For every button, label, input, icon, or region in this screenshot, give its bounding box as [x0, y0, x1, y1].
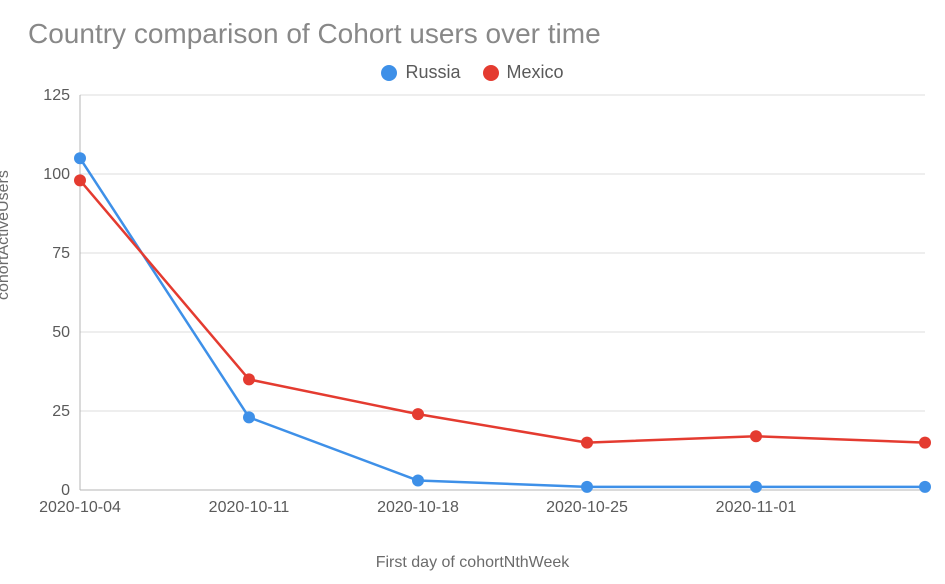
x-tick-label: 2020-10-18 — [377, 499, 459, 516]
x-axis-label: First day of cohortNthWeek — [0, 554, 945, 572]
series-marker-mexico — [581, 437, 593, 449]
series-marker-mexico — [74, 174, 86, 186]
legend-swatch-russia — [381, 65, 397, 81]
plot-svg: 0 25 50 75 100 125 2020-10-04 2020-10-11 2020-10… — [0, 0, 945, 584]
y-tick-label: 100 — [43, 166, 70, 183]
y-tick-label: 75 — [52, 245, 70, 262]
series-marker-mexico — [412, 408, 424, 420]
series-marker-russia — [750, 481, 762, 493]
series-marker-russia — [412, 475, 424, 487]
series-marker-russia — [581, 481, 593, 493]
y-tick-label: 125 — [43, 87, 70, 104]
y-tick-label: 0 — [61, 482, 70, 499]
chart-container: Country comparison of Cohort users over … — [0, 0, 945, 584]
legend-label-mexico: Mexico — [507, 62, 564, 83]
x-tick-label: 2020-10-11 — [209, 499, 290, 516]
series-marker-mexico — [243, 373, 255, 385]
y-axis-label: cohortActiveUsers — [0, 170, 13, 300]
series-marker-mexico — [750, 430, 762, 442]
series-marker-mexico — [919, 437, 931, 449]
legend-swatch-mexico — [483, 65, 499, 81]
y-tick-label: 25 — [52, 403, 70, 420]
series-marker-russia — [919, 481, 931, 493]
x-tick-label: 2020-10-25 — [546, 499, 628, 516]
x-tick-label: 2020-11-01 — [716, 499, 797, 516]
chart-title: Country comparison of Cohort users over … — [28, 18, 601, 50]
series-marker-russia — [243, 411, 255, 423]
legend-label-russia: Russia — [405, 62, 460, 83]
legend-item-russia: Russia — [381, 62, 460, 83]
series-marker-russia — [74, 152, 86, 164]
x-tick-label: 2020-10-04 — [39, 499, 121, 516]
series-line-mexico — [80, 180, 925, 442]
y-tick-label: 50 — [52, 324, 70, 341]
legend-item-mexico: Mexico — [483, 62, 564, 83]
legend: Russia Mexico — [0, 62, 945, 83]
